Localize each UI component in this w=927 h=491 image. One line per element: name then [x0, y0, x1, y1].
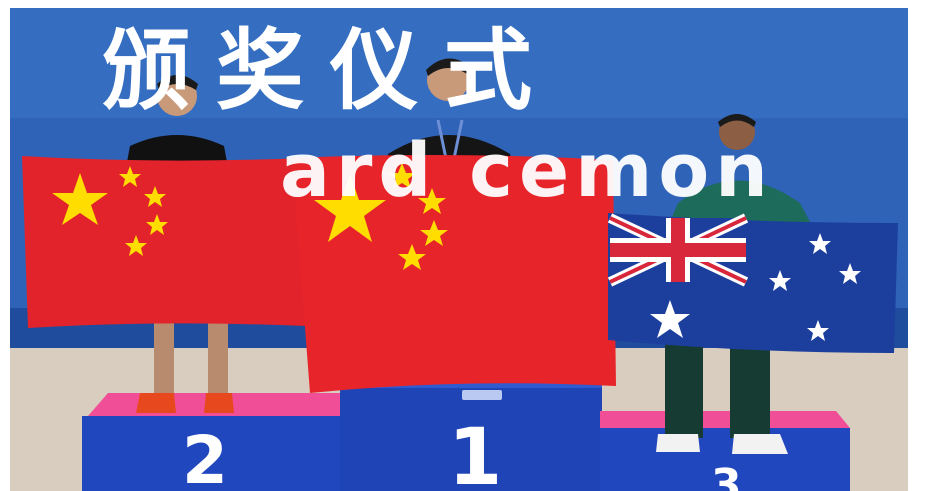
athlete-third — [656, 114, 810, 454]
photo-scene — [10, 8, 908, 491]
place-number-second: 2 — [182, 422, 228, 491]
china-flag-center — [292, 154, 616, 393]
podium-third — [600, 411, 850, 491]
ceremony-title-chinese: 颁奖仪式 — [102, 19, 559, 122]
podium-sponsor-logo — [362, 390, 602, 402]
china-flag-left — [22, 156, 306, 328]
ceremony-title-english-partial: ard cemon — [280, 128, 774, 214]
australia-flag — [607, 213, 898, 353]
place-number-first: 1 — [448, 413, 503, 491]
award-ceremony-photo: 颁奖仪式 ard cemon 2 1 3 — [10, 8, 908, 491]
place-number-third: 3 — [711, 460, 742, 491]
